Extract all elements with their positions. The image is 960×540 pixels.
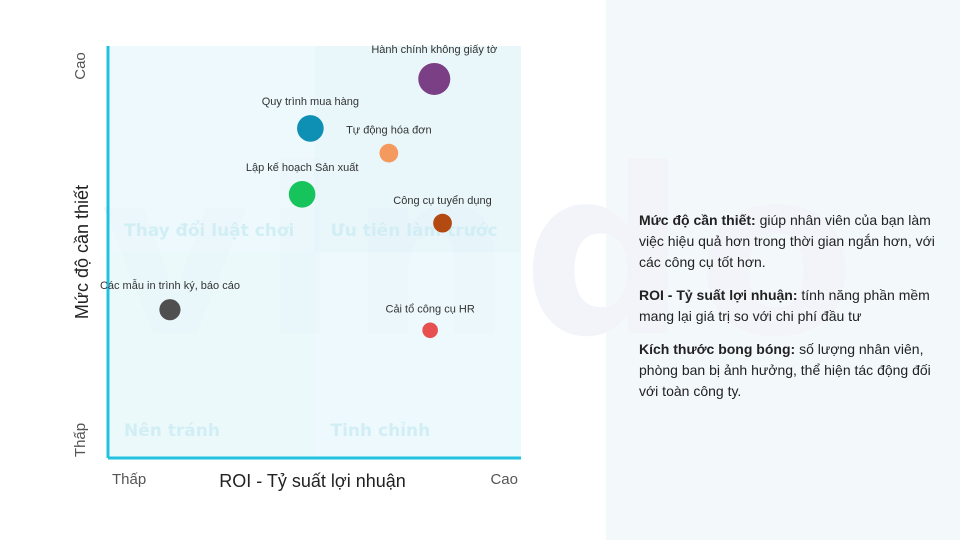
- bubble-label: Công cụ tuyển dụng: [393, 195, 491, 207]
- bubble-label: Các mẫu in trình ký, báo cáo: [100, 279, 240, 292]
- bubble: [422, 322, 438, 339]
- description-text: tính năng phần mềm mang lại giá trị so v…: [639, 287, 930, 324]
- description-term: Kích thước bong bóng:: [639, 341, 796, 357]
- axes: [106, 46, 521, 460]
- quadrant-label: Tinh chỉnh: [331, 421, 431, 441]
- quadrant-label: Ưu tiên làm trước: [331, 221, 498, 241]
- bubble-label: Lập kế hoạch Sản xuất: [246, 162, 359, 174]
- bubble: [379, 143, 399, 163]
- bubble-chart: Thay đổi luật chơi Ưu tiên làm trước Nên t…: [72, 44, 521, 491]
- x-high-label: Cao: [490, 471, 518, 488]
- description-panel: [606, 0, 960, 540]
- quadrant-labels: Thay đổi luật chơi Ưu tiên làm trước Nên t…: [124, 219, 498, 441]
- bubble-label: Hành chính không giấy tờ: [371, 44, 497, 56]
- x-axis-title: ROI - Tỷ suất lợi nhuận: [219, 471, 406, 491]
- quadrant-top-right: [314, 46, 521, 252]
- bubble: [288, 181, 316, 208]
- quadrant-bottom-right: [314, 252, 521, 458]
- bubble-label: Cải tổ công cụ HR: [386, 303, 475, 315]
- description-term: Mức độ cần thiết:: [639, 212, 756, 228]
- y-axis-title: Mức độ cần thiết: [72, 185, 92, 319]
- description-roi: ROI - Tỷ suất lợi nhuận: tính năng phần …: [639, 285, 939, 327]
- description-term: ROI - Tỷ suất lợi nhuận:: [639, 287, 798, 303]
- quadrant-layer: [108, 46, 521, 458]
- axis-text: Thấp Cao ROI - Tỷ suất lợi nhuận Cao Thấp Mức…: [72, 52, 518, 491]
- legend-descriptions: Mức độ cần thiết: giúp nhân viên của bạn…: [639, 210, 939, 414]
- description-necessity: Mức độ cần thiết: giúp nhân viên của bạn…: [639, 210, 939, 273]
- bubble: [297, 115, 324, 142]
- y-high-label: Cao: [72, 52, 89, 80]
- description-text: giúp nhân viên của bạn làm việc hiệu quả…: [639, 212, 935, 270]
- quadrant-bottom-left: [108, 252, 315, 458]
- quadrant-label: Thay đổi luật chơi: [124, 219, 294, 241]
- description-text: số lượng nhân viên, phòng ban bị ảnh hưở…: [639, 341, 931, 399]
- bubble-label: Quy trình mua hàng: [262, 96, 359, 108]
- description-bubble-size: Kích thước bong bóng: số lượng nhân viên…: [639, 339, 939, 402]
- bubble: [159, 299, 181, 321]
- quadrant-top-left: [108, 46, 315, 252]
- bubble: [433, 213, 452, 233]
- x-low-label: Thấp: [112, 471, 146, 488]
- bubbles-layer: Hành chính không giấy tờ Quy trình mua hà…: [100, 44, 497, 339]
- bubble: [418, 62, 451, 95]
- quadrant-label: Nên tránh: [124, 421, 220, 441]
- y-low-label: Thấp: [72, 423, 89, 457]
- bubble-label: Tự động hóa đơn: [346, 125, 432, 137]
